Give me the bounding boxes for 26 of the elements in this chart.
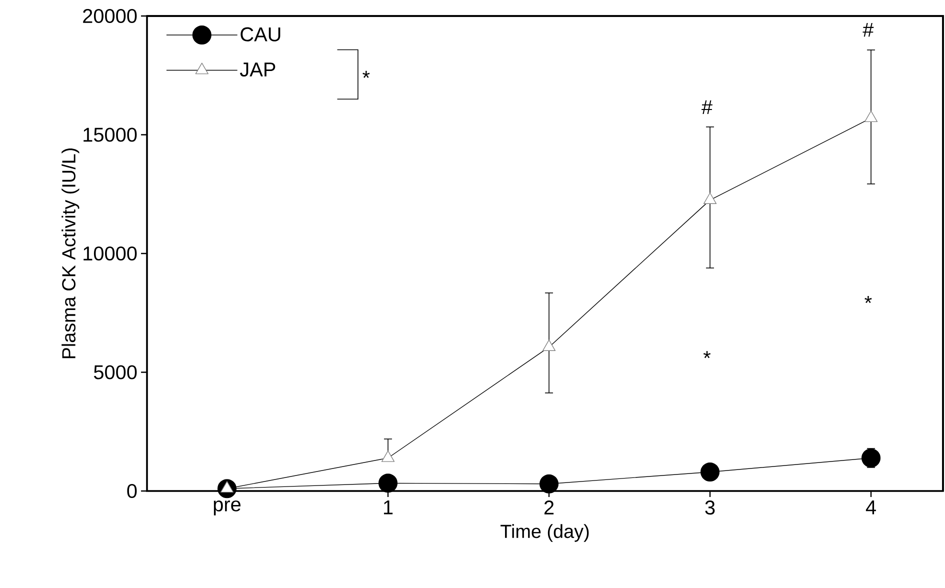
x-tick-label: 4 [866, 500, 876, 514]
annotation: # [702, 100, 712, 114]
y-tick-label: 0 [127, 484, 137, 498]
point [864, 110, 878, 122]
annotation: # [862, 22, 874, 37]
y-tick-label: 10000 [84, 246, 137, 261]
point [862, 448, 881, 468]
legend-label: CAU [240, 27, 280, 42]
point [700, 462, 720, 482]
y-tick-label: 5000 [94, 365, 137, 380]
point [378, 474, 398, 493]
y-tick-label: 15000 [84, 128, 137, 142]
x-tick-label: 1 [384, 500, 393, 514]
x-tick-label: 3 [705, 500, 715, 515]
point [539, 474, 559, 494]
x-axis-title: Time (day) [500, 524, 589, 542]
point [542, 340, 556, 352]
x-tick-label: pre [214, 500, 241, 516]
annotation: * [864, 296, 872, 304]
annotation: * [703, 351, 711, 358]
point [703, 192, 717, 204]
y-tick-label: 20000 [83, 8, 137, 24]
x-tick-label: 2 [544, 500, 554, 514]
y-axis-title: Plasma CK Activity (IU/L) [62, 148, 80, 358]
legend-label: JAP [240, 62, 276, 77]
annotation: * [362, 70, 370, 78]
